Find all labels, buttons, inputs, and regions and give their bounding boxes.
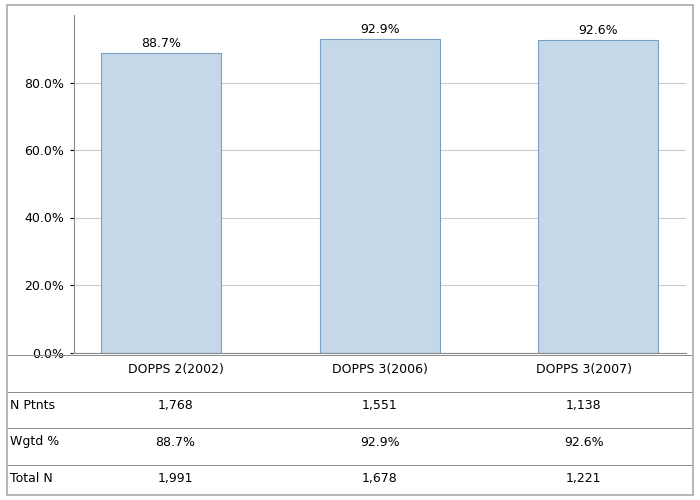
Text: DOPPS 3(2006): DOPPS 3(2006) [332, 362, 428, 376]
Text: 92.9%: 92.9% [360, 436, 400, 448]
Text: 1,678: 1,678 [362, 472, 398, 485]
Text: 1,138: 1,138 [566, 399, 602, 412]
Text: 1,551: 1,551 [362, 399, 398, 412]
Bar [102, 53, 221, 352]
Bar [538, 40, 658, 352]
Text: DOPPS 2(2002): DOPPS 2(2002) [127, 362, 223, 376]
Text: 92.6%: 92.6% [564, 436, 603, 448]
Text: 92.6%: 92.6% [578, 24, 618, 38]
Text: 88.7%: 88.7% [141, 38, 181, 51]
Text: 1,991: 1,991 [158, 472, 193, 485]
Text: 1,221: 1,221 [566, 472, 602, 485]
Text: 1,768: 1,768 [158, 399, 193, 412]
Text: 88.7%: 88.7% [155, 436, 195, 448]
Text: Wgtd %: Wgtd % [10, 436, 60, 448]
Text: Total N: Total N [10, 472, 53, 485]
Text: 92.9%: 92.9% [360, 24, 400, 36]
Text: N Ptnts: N Ptnts [10, 399, 55, 412]
Text: DOPPS 3(2007): DOPPS 3(2007) [536, 362, 632, 376]
Bar [320, 39, 440, 352]
